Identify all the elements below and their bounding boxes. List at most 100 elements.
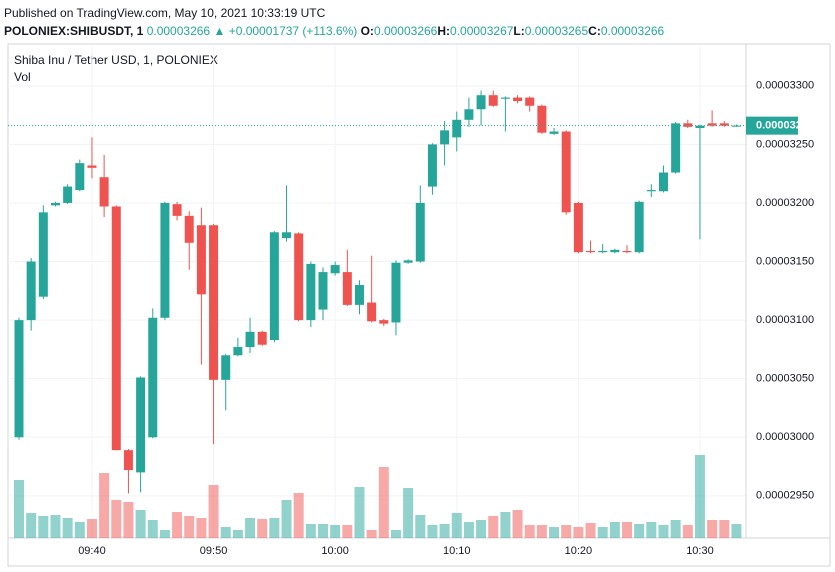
volume-bar bbox=[196, 518, 207, 538]
volume-bar bbox=[281, 500, 292, 538]
volume-bar bbox=[123, 502, 134, 538]
candle-body bbox=[111, 206, 121, 451]
candle-body bbox=[26, 261, 36, 321]
y-tick-label: 0.00003100 bbox=[756, 314, 814, 326]
volume-bar bbox=[682, 525, 693, 538]
volume-bar bbox=[488, 516, 499, 538]
candle-body bbox=[610, 249, 620, 253]
volume-bar bbox=[208, 485, 219, 538]
published: Published on TradingView.com, May 10, 20… bbox=[4, 6, 326, 20]
volume-bar bbox=[184, 516, 195, 538]
candle-body bbox=[367, 302, 377, 322]
volume-bar bbox=[707, 520, 718, 538]
x-tick-label: 10:30 bbox=[686, 545, 714, 557]
x-tick-label: 10:20 bbox=[565, 545, 593, 557]
volume-bar bbox=[731, 524, 742, 538]
candle-body bbox=[695, 125, 705, 128]
volume-bar bbox=[220, 527, 231, 538]
ohlc-label: H: bbox=[437, 24, 451, 38]
candle-body bbox=[269, 232, 279, 341]
symbol: POLONIEX:SHIBUSDT, 1 bbox=[4, 24, 144, 38]
candle-body bbox=[318, 272, 328, 310]
volume-bar bbox=[330, 525, 341, 538]
volume-bar bbox=[463, 522, 474, 538]
arrow: ▲ bbox=[213, 24, 226, 38]
frame bbox=[7, 43, 831, 567]
candle-body bbox=[671, 123, 681, 173]
candle-body bbox=[476, 95, 486, 110]
volume-bar bbox=[585, 523, 596, 538]
candle-body bbox=[148, 317, 158, 438]
volume-bar bbox=[634, 524, 645, 538]
candle-body bbox=[573, 202, 583, 253]
volume-bar bbox=[500, 512, 511, 538]
x-tick-label: 09:40 bbox=[78, 545, 106, 557]
volume-bar bbox=[390, 530, 401, 538]
volume-bar bbox=[609, 522, 620, 538]
volume-bar bbox=[269, 518, 280, 538]
y-tick-label: 0.00003150 bbox=[756, 255, 814, 267]
candle-body bbox=[658, 172, 668, 192]
candle-body bbox=[525, 97, 535, 106]
y-tick-label: 0.00002950 bbox=[756, 490, 814, 502]
candle-body bbox=[586, 251, 596, 253]
candle-body bbox=[707, 123, 717, 126]
y-tick-label: 0.00003250 bbox=[756, 138, 814, 150]
candle-body bbox=[391, 262, 401, 323]
candle-body bbox=[452, 119, 462, 138]
candle-body bbox=[245, 331, 255, 348]
chart-title: Shiba Inu / Tether USD, 1, POLONIEX bbox=[14, 53, 218, 67]
volume-bar bbox=[476, 520, 487, 538]
volume-bar bbox=[439, 524, 450, 538]
candle-body bbox=[500, 97, 510, 99]
volume-bar bbox=[597, 527, 608, 538]
x-tick-label: 10:10 bbox=[443, 545, 471, 557]
volume-bar bbox=[232, 530, 243, 538]
candle-body bbox=[136, 377, 146, 473]
candle-body bbox=[354, 284, 364, 305]
volume-bar bbox=[14, 480, 24, 538]
last-price-label: 0.00003266 bbox=[756, 120, 814, 132]
volume-bar bbox=[658, 525, 669, 538]
volume-bar bbox=[719, 520, 730, 538]
candle-body bbox=[513, 97, 523, 102]
volume-bar bbox=[342, 525, 353, 538]
candle-body bbox=[415, 202, 425, 262]
volume-bar bbox=[403, 488, 414, 538]
volume-bar bbox=[293, 493, 304, 538]
candle-body bbox=[330, 265, 340, 274]
candle-body bbox=[294, 233, 304, 321]
y-tick-label: 0.00003200 bbox=[756, 197, 814, 209]
symbol-line: POLONIEX:SHIBUSDT, 1 0.00003266 ▲ +0.000… bbox=[4, 22, 664, 40]
candle-body bbox=[306, 263, 316, 321]
y-tick-label: 0.00003050 bbox=[756, 373, 814, 385]
candle-body bbox=[38, 212, 48, 297]
candle-body bbox=[123, 450, 133, 471]
volume-bar bbox=[670, 520, 681, 538]
candle-body bbox=[196, 225, 206, 295]
ohlc-value: 0.00003266 bbox=[373, 24, 438, 38]
last-price-badge bbox=[746, 116, 798, 135]
candle-body bbox=[598, 251, 608, 253]
ohlc-label: C: bbox=[588, 24, 601, 38]
candle-body bbox=[634, 201, 644, 253]
volume-bar bbox=[646, 522, 657, 538]
candle-body bbox=[63, 186, 73, 203]
volume-bar bbox=[378, 467, 389, 538]
candle-body bbox=[719, 123, 729, 126]
candle-body bbox=[549, 131, 559, 134]
candle-body bbox=[342, 272, 352, 305]
candle-body bbox=[464, 109, 474, 120]
candle-body bbox=[257, 331, 267, 345]
volume-bar bbox=[512, 510, 523, 538]
volume-bar bbox=[694, 455, 705, 538]
candle-body bbox=[209, 225, 219, 380]
candle-body bbox=[75, 163, 85, 191]
volume-bar bbox=[135, 510, 146, 538]
volume-bar bbox=[62, 518, 73, 538]
x-tick-label: 10:00 bbox=[321, 545, 349, 557]
volume-bar bbox=[573, 527, 584, 538]
volume-bar bbox=[622, 522, 632, 538]
